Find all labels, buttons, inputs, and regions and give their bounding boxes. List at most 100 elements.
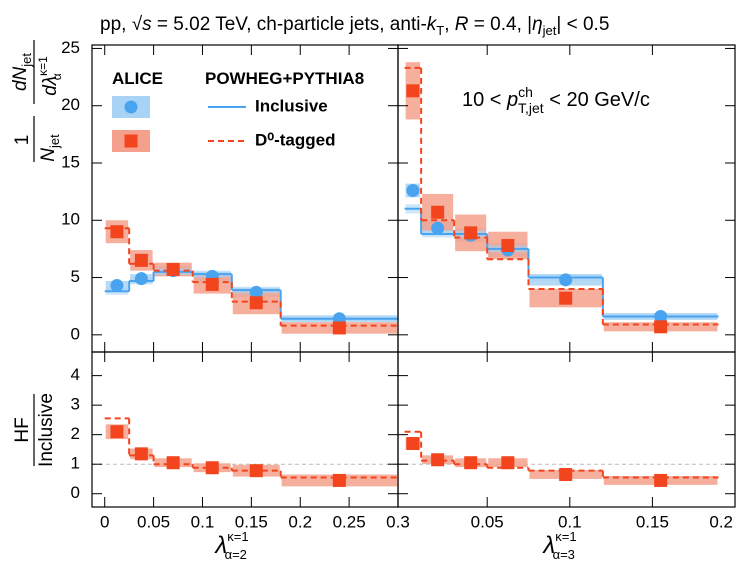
x-label-part: λ [541, 532, 555, 559]
x-tick-label: 0.05 [471, 512, 504, 531]
title-part: T [436, 23, 444, 38]
title-part: , [444, 14, 455, 35]
y-axis-label: 1 Njet dNjet dλκ=1α HF Inclusive [10, 40, 64, 467]
data-point [431, 221, 445, 235]
x-label-part: κ=1 [227, 529, 248, 544]
annotation: 10 < pch T,jet < 20 GeV/c [462, 84, 650, 116]
y-tick-label: 0 [71, 324, 80, 343]
title-part: = 0.4, | [469, 14, 533, 35]
y-label-part: jet [47, 134, 62, 149]
data-point [406, 183, 420, 197]
title-part: R [455, 14, 469, 35]
legend-header: ALICE [112, 69, 163, 88]
y-tick-label: 1 [71, 454, 80, 473]
legend-marker [124, 100, 138, 114]
title-part: pp, [100, 14, 132, 35]
annotation-part: T,jet [518, 100, 544, 116]
data-point [559, 468, 573, 482]
x-label-part: α=3 [553, 547, 575, 562]
x-label-part: κ=1 [555, 529, 576, 544]
title-part: jet [542, 23, 557, 38]
x-axis-label: λκ=1 α=2 [213, 529, 248, 562]
data-point [110, 225, 124, 239]
data-point [501, 238, 515, 252]
legend-marker [124, 134, 138, 148]
data-point [205, 461, 219, 475]
x-tick-label: 0.25 [333, 512, 366, 531]
y-label-part: HF [12, 417, 33, 442]
x-axis-label: λκ=1 α=3 [541, 529, 576, 562]
data-point [406, 84, 420, 98]
data-point [559, 273, 573, 287]
annotation-part: 10 < [462, 89, 507, 111]
y-tick-label: 10 [61, 210, 80, 229]
data-point [249, 296, 263, 310]
data-point [431, 453, 445, 467]
data-point [110, 425, 124, 439]
y-tick-label: 2 [71, 424, 80, 443]
title-part: = 5.02 TeV, ch-particle jets, anti- [152, 14, 427, 35]
data-point [332, 321, 346, 335]
x-tick-label: 0.1 [191, 512, 215, 531]
y-label-part: κ=1 [36, 56, 50, 76]
annotation-part: ch [518, 84, 533, 100]
y-tick-label: 15 [61, 152, 80, 171]
data-point [134, 253, 148, 267]
y-label-part: N [38, 148, 59, 162]
data-point [501, 456, 515, 470]
data-point [332, 473, 346, 487]
title-part: k [427, 14, 438, 35]
x-label-part: λ [213, 532, 227, 559]
y-label-part: Inclusive [36, 393, 57, 467]
data-point [134, 447, 148, 461]
y-tick-label: 3 [71, 395, 80, 414]
data-point [431, 205, 445, 219]
y-label-part: dλ [40, 76, 61, 96]
y-tick-label: 0 [71, 483, 80, 502]
chart-title: pp, √s = 5.02 TeV, ch-particle jets, ant… [100, 14, 609, 38]
y-label-part: 1 [12, 135, 33, 146]
data-point [110, 279, 124, 293]
y-label-part: dNjet [10, 53, 34, 91]
y-label-part: dλκ=1α [36, 56, 64, 96]
x-tick-label: 0.1 [558, 512, 582, 531]
legend-label: Inclusive [255, 96, 328, 115]
y-tick-label: 5 [71, 267, 80, 286]
data-point [134, 272, 148, 286]
y-label-part: α [50, 73, 64, 80]
y-label-part: jet [19, 53, 34, 68]
data-point [406, 437, 420, 451]
data-point [166, 456, 180, 470]
plot-frame [397, 351, 736, 508]
y-label-part: dN [10, 66, 31, 91]
annotation-part: p [506, 89, 518, 111]
data-point [559, 291, 573, 305]
title-part: | < 0.5 [556, 14, 609, 35]
data-point [205, 277, 219, 291]
x-tick-label: 0.3 [386, 512, 410, 531]
legend-header: POWHEG+PYTHIA8 [205, 69, 364, 88]
x-label-part: α=2 [225, 547, 247, 562]
title-part: η [532, 14, 543, 35]
data-point [654, 320, 668, 334]
data-point [249, 285, 263, 299]
data-point [464, 226, 478, 240]
x-tick-label: 0.2 [709, 512, 733, 531]
x-tick-label: 0.2 [288, 512, 312, 531]
data-point [464, 456, 478, 470]
data-point [249, 464, 263, 478]
data-point [654, 309, 668, 323]
annotation-part: < 20 GeV/c [544, 89, 650, 111]
y-tick-label: 20 [61, 95, 80, 114]
y-tick-label: 25 [61, 38, 80, 57]
x-tick-label: 0.15 [636, 512, 669, 531]
y-tick-label: 4 [71, 365, 80, 384]
x-tick-label: 0 [100, 512, 109, 531]
data-point [166, 263, 180, 277]
x-tick-label: 0.15 [235, 512, 268, 531]
x-tick-label: 0.05 [137, 512, 170, 531]
title-part: √s [132, 14, 152, 35]
y-label-part: Njet [38, 134, 62, 162]
legend-label: D⁰-tagged [255, 130, 335, 149]
